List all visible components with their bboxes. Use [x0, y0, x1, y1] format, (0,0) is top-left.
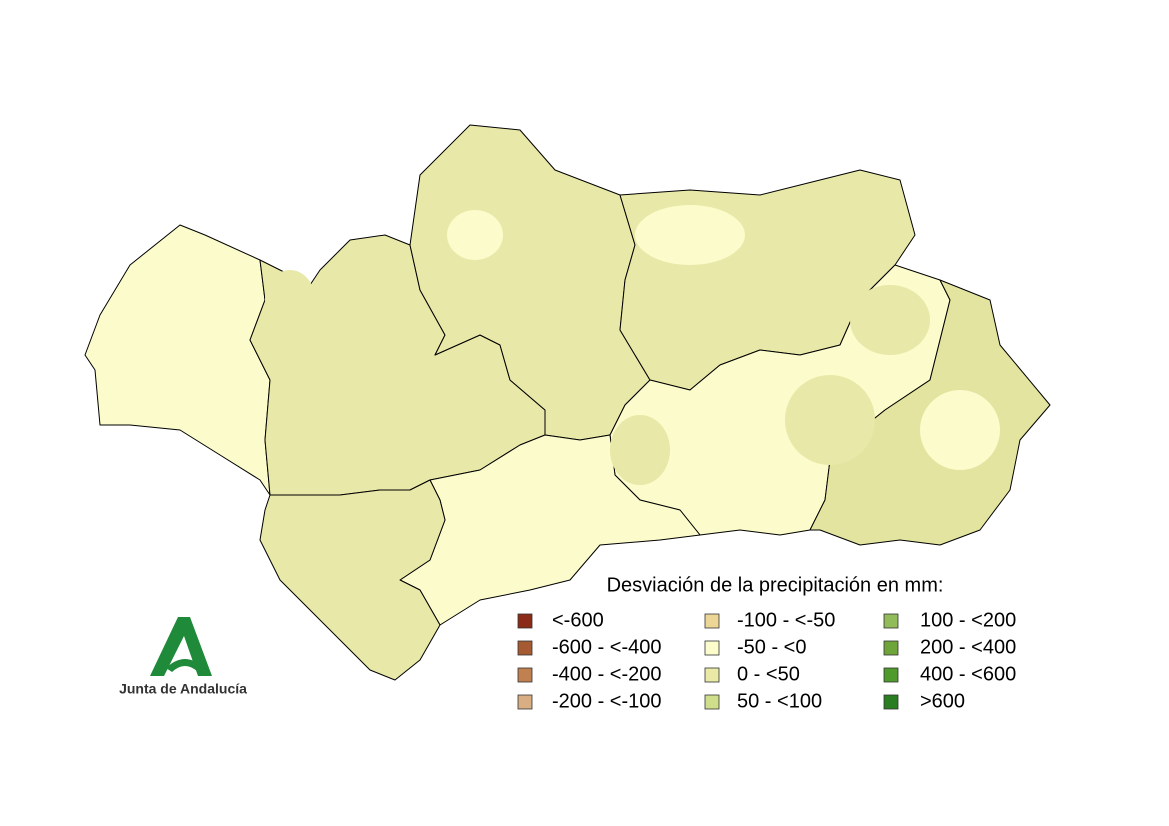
logo-mark — [166, 659, 204, 672]
legend-label: 400 - <600 — [920, 663, 1016, 685]
anomaly-patches — [265, 270, 930, 485]
legend-swatch — [517, 613, 533, 629]
patch — [265, 270, 315, 330]
legend-swatch — [883, 640, 899, 656]
legend-label: -50 - <0 — [737, 636, 806, 658]
legend-label: <-600 — [552, 609, 604, 631]
legend-swatch — [517, 694, 533, 710]
patch — [850, 285, 930, 355]
patch — [447, 210, 503, 260]
patch — [785, 375, 875, 465]
anomaly-patches — [447, 205, 1000, 520]
legend-swatch — [883, 667, 899, 683]
legend: <-600 -600 - <-400 -400 - <-200 -200 - <-10… — [517, 609, 1016, 712]
legend-label: 200 - <400 — [920, 636, 1016, 658]
legend-label: -200 - <-100 — [552, 690, 662, 712]
legend-label: 100 - <200 — [920, 609, 1016, 631]
logo: Junta de Andalucía — [119, 617, 247, 697]
patch — [610, 415, 670, 485]
legend-label: >600 — [920, 690, 965, 712]
legend-label: -600 - <-400 — [552, 636, 662, 658]
legend-swatch — [517, 640, 533, 656]
legend-swatch — [704, 694, 720, 710]
patch — [920, 390, 1000, 470]
legend-title: Desviación de la precipitación en mm: — [607, 574, 944, 596]
legend-swatch — [883, 694, 899, 710]
logo-text: Junta de Andalucía — [119, 681, 247, 697]
andalusia-map — [84, 124, 1051, 681]
logo-mark — [150, 617, 212, 676]
cadiz — [259, 479, 446, 681]
legend-swatch — [704, 613, 720, 629]
patch — [635, 205, 745, 265]
patch — [695, 380, 805, 520]
legend-swatch — [517, 667, 533, 683]
legend-label: 0 - <50 — [737, 663, 800, 685]
legend-label: -400 - <-200 — [552, 663, 662, 685]
legend-swatch — [883, 613, 899, 629]
legend-swatch — [704, 640, 720, 656]
legend-swatch — [704, 667, 720, 683]
legend-label: -100 - <-50 — [737, 609, 835, 631]
legend-label: 50 - <100 — [737, 690, 822, 712]
